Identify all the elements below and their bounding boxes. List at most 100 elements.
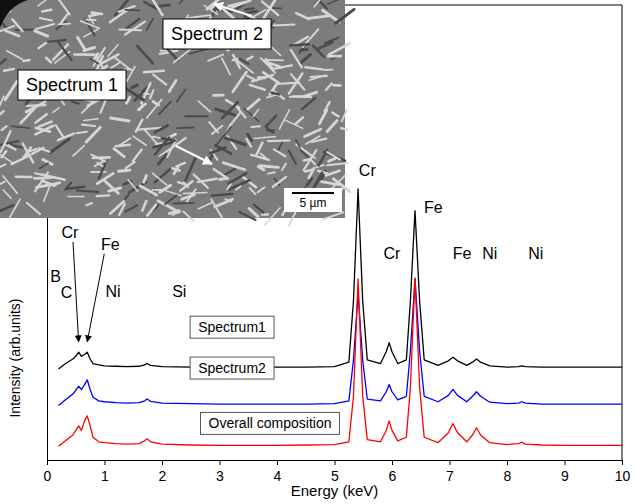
inset-needle — [317, 42, 333, 49]
inset-needle — [162, 138, 175, 141]
x-tick: 1 — [101, 460, 109, 484]
inset-needle — [12, 126, 30, 128]
inset-label: Spectrum 2 — [163, 19, 271, 49]
inset-needle — [86, 203, 92, 205]
peak-label: Cr — [384, 245, 402, 262]
inset-needle — [39, 148, 49, 152]
series-label-box — [190, 357, 274, 379]
inset-needle — [324, 152, 345, 161]
inset-needle — [262, 213, 268, 215]
inset-needle — [84, 47, 95, 50]
scale-bar-line — [292, 192, 334, 194]
inset-needle — [169, 80, 176, 91]
inset-needle — [250, 188, 256, 194]
inset-needle — [160, 185, 171, 192]
inset-needle — [153, 137, 161, 139]
inset-needle — [245, 8, 253, 9]
inset-needle — [3, 190, 11, 198]
x-tick-mark — [450, 460, 451, 465]
inset-needle — [328, 55, 341, 58]
inset-needle — [290, 96, 311, 98]
inset-needle — [2, 151, 7, 157]
inset-needle — [85, 19, 94, 36]
inset-needle — [125, 205, 137, 211]
inset-needle — [153, 173, 167, 184]
inset-needle — [0, 182, 5, 185]
inset-needle — [81, 21, 100, 28]
inset-needle — [173, 202, 194, 204]
inset-needle — [266, 116, 277, 127]
x-tick: 4 — [274, 460, 282, 484]
x-tick-label: 10 — [615, 468, 631, 484]
inset-needle — [1, 131, 11, 152]
inset-needle — [138, 128, 161, 130]
inset-needle — [109, 188, 121, 191]
inset-needle — [211, 199, 222, 218]
inset-needle — [42, 175, 65, 180]
inset-needle — [56, 125, 64, 137]
inset-needle — [248, 99, 259, 109]
peak-label: Cr — [359, 162, 377, 179]
inset-needle — [227, 184, 231, 190]
inset-needle — [6, 31, 19, 36]
inset-needle — [291, 50, 302, 67]
inset-needle — [133, 136, 146, 145]
inset-needle — [73, 146, 84, 156]
inset-needle — [323, 212, 343, 219]
inset-needle — [214, 94, 224, 97]
inset-needle — [328, 0, 343, 4]
inset-needle — [268, 59, 283, 61]
x-axis: 012345678910 — [44, 460, 631, 484]
inset-needle — [327, 163, 348, 165]
inset-needle — [273, 7, 282, 9]
inset-needle — [308, 16, 330, 19]
inset-needle — [111, 63, 119, 68]
inset-needle — [40, 18, 52, 21]
inset-needle — [251, 155, 269, 160]
inset-needle — [147, 19, 154, 30]
peak-label: Fe — [453, 245, 472, 262]
inset-needle — [44, 186, 50, 202]
inset-needle — [40, 163, 48, 168]
inset-needle — [216, 109, 235, 115]
inset-needle — [265, 208, 281, 225]
inset-needle — [222, 58, 230, 74]
y-axis-title: Intensity (arb.units) — [7, 298, 23, 417]
inset-needle — [300, 55, 310, 64]
inset-needle — [144, 71, 164, 73]
inset-needle — [133, 149, 142, 161]
inset-needle — [74, 53, 94, 56]
series-label: Spectrum1 — [190, 316, 274, 338]
inset-needle — [136, 120, 142, 132]
peak-label: Fe — [424, 199, 443, 216]
x-tick: 6 — [389, 460, 397, 484]
inset-needle — [0, 59, 6, 65]
inset-needle — [38, 43, 46, 48]
inset-needle — [5, 81, 17, 100]
inset-needle — [125, 194, 129, 199]
inset-needle — [76, 132, 86, 133]
inset-arrow — [176, 146, 212, 164]
inset-needle — [212, 194, 233, 196]
inset-needle — [307, 178, 312, 185]
peak-label: Si — [172, 283, 186, 300]
inset-needle — [254, 137, 275, 139]
x-tick-mark — [47, 460, 48, 465]
inset-needle — [92, 13, 102, 14]
series-label-box — [201, 412, 340, 434]
inset-needle — [72, 102, 79, 104]
inset-needle — [97, 194, 110, 197]
inset-needle — [263, 0, 275, 19]
inset-needle — [282, 164, 286, 170]
x-tick: 10 — [615, 460, 631, 484]
inset-needle — [333, 84, 341, 87]
x-tick: 7 — [446, 460, 454, 484]
inset-needle — [172, 168, 179, 170]
x-tick-label: 3 — [216, 468, 224, 484]
inset-needle — [66, 187, 84, 189]
inset-needle — [46, 40, 66, 42]
inset-needle — [289, 151, 296, 164]
inset-needle — [178, 182, 188, 185]
inset-needle — [247, 134, 251, 140]
inset-needle — [137, 46, 153, 63]
